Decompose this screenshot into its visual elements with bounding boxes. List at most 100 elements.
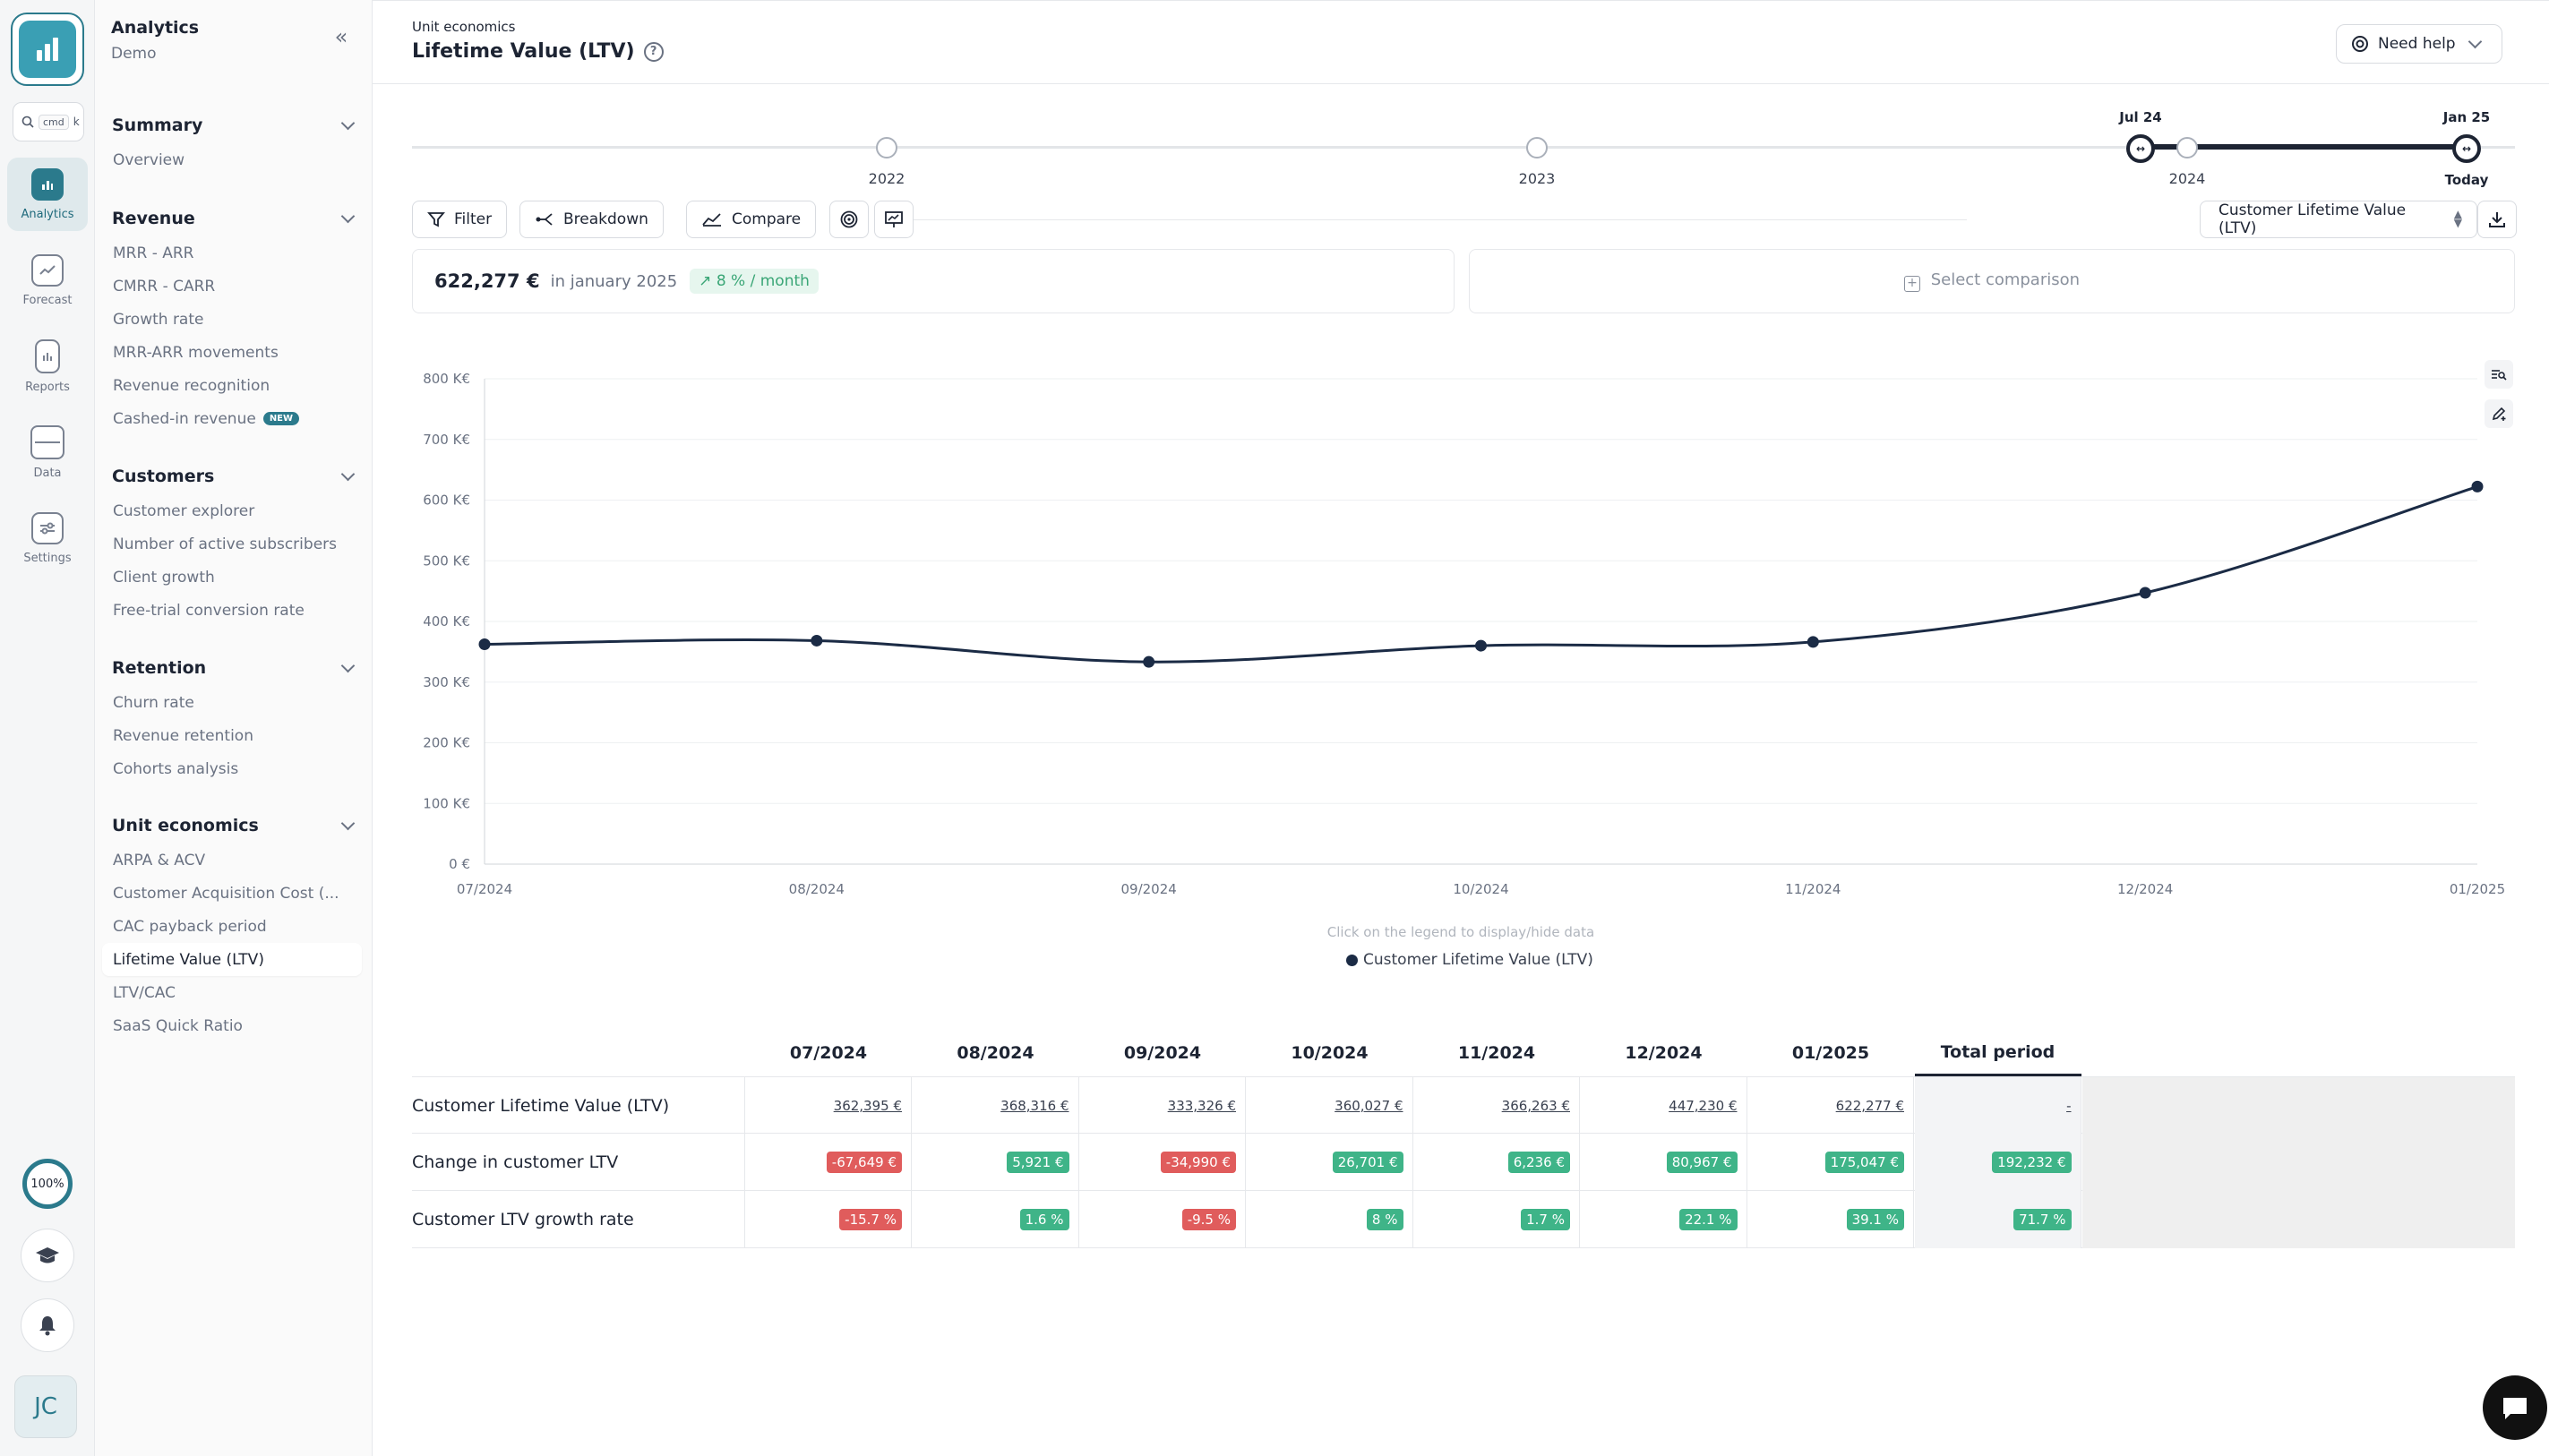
nav-item-mrr-arr-movements[interactable]: MRR-ARR movements bbox=[113, 343, 279, 362]
row-label: Change in customer LTV bbox=[412, 1134, 745, 1191]
nav-item-customer-explorer[interactable]: Customer explorer bbox=[113, 501, 255, 520]
academy-button[interactable] bbox=[21, 1229, 74, 1282]
goal-target-button[interactable] bbox=[829, 201, 869, 238]
value-pill: 1.6 % bbox=[1019, 1209, 1069, 1230]
download-button[interactable] bbox=[2477, 201, 2517, 238]
column-header[interactable]: 10/2024 bbox=[1291, 1043, 1369, 1063]
annotate-pencil-icon[interactable] bbox=[2485, 399, 2513, 428]
range-end-handle-icon[interactable]: ↔ bbox=[2452, 134, 2481, 163]
user-avatar[interactable]: JC bbox=[14, 1375, 77, 1438]
column-header[interactable]: 09/2024 bbox=[1123, 1043, 1202, 1063]
section-header-retention[interactable]: Retention bbox=[95, 650, 373, 686]
compare-button[interactable]: Compare bbox=[686, 201, 817, 238]
y-tick-label: 300 K€ bbox=[423, 674, 470, 690]
breakdown-button[interactable]: Breakdown bbox=[519, 201, 664, 238]
rail-item-data[interactable]: Data bbox=[7, 415, 88, 489]
column-header[interactable]: Total period bbox=[1914, 1030, 2081, 1076]
table-cell: 80,967 € bbox=[1581, 1134, 1747, 1191]
range-start-handle-icon[interactable]: ↔ bbox=[2126, 134, 2155, 163]
nav-item-cmrr-carr[interactable]: CMRR - CARR bbox=[113, 277, 216, 295]
nav-item-arpa-acv[interactable]: ARPA & ACV bbox=[113, 851, 206, 869]
lifebuoy-icon bbox=[2352, 36, 2368, 52]
section-header-unit-economics[interactable]: Unit economics bbox=[95, 808, 373, 844]
column-header[interactable]: 07/2024 bbox=[789, 1043, 868, 1063]
collapse-sidebar-icon[interactable]: « bbox=[334, 24, 348, 49]
table-cell[interactable]: 333,326 € bbox=[1079, 1077, 1246, 1135]
data-icon bbox=[30, 424, 64, 459]
column-header[interactable]: 01/2025 bbox=[1791, 1043, 1870, 1063]
nav-section-customers: Customers Customer explorer Number of ac… bbox=[95, 458, 373, 627]
column-header[interactable]: 11/2024 bbox=[1457, 1043, 1536, 1063]
bell-icon bbox=[39, 1316, 56, 1336]
need-help-button[interactable]: Need help bbox=[2336, 24, 2502, 64]
row-label: Customer Lifetime Value (LTV) bbox=[412, 1077, 745, 1135]
nav-item-client-growth[interactable]: Client growth bbox=[113, 568, 215, 587]
table-filler bbox=[2082, 1077, 2515, 1135]
nav-item-revenue-recognition[interactable]: Revenue recognition bbox=[113, 376, 270, 395]
rail-label-reports: Reports bbox=[25, 380, 70, 394]
breadcrumb[interactable]: Unit economics bbox=[412, 19, 516, 35]
nav-item-cohorts-analysis[interactable]: Cohorts analysis bbox=[113, 759, 239, 778]
presentation-button[interactable] bbox=[874, 201, 914, 238]
timeline-marker-2023[interactable] bbox=[1526, 137, 1548, 158]
timeline-marker-2024[interactable] bbox=[2176, 137, 2198, 158]
nav-item-free-trial-conversion[interactable]: Free-trial conversion rate bbox=[113, 601, 305, 620]
rail-item-settings[interactable]: Settings bbox=[7, 501, 88, 575]
nav-item-active-subscribers[interactable]: Number of active subscribers bbox=[113, 535, 337, 553]
select-comparison-label: Select comparison bbox=[1930, 270, 2081, 289]
app-logo[interactable] bbox=[11, 13, 84, 86]
section-header-revenue[interactable]: Revenue bbox=[95, 201, 373, 236]
table-row: Customer LTV growth rate -15.7 % 1.6 % -9.5… bbox=[412, 1191, 2515, 1248]
value-pill: -34,990 € bbox=[1160, 1152, 1236, 1173]
value-pill: 5,921 € bbox=[1007, 1152, 1069, 1173]
section-header-customers[interactable]: Customers bbox=[95, 458, 373, 494]
nav-item-revenue-retention[interactable]: Revenue retention bbox=[113, 726, 253, 745]
nav-item-ltv[interactable]: Lifetime Value (LTV) bbox=[102, 943, 362, 976]
table-cell[interactable]: 622,277 € bbox=[1747, 1077, 1914, 1135]
y-tick-label: 600 K€ bbox=[423, 492, 470, 509]
table-cell[interactable]: 362,395 € bbox=[745, 1077, 912, 1135]
table-cell: 8 % bbox=[1247, 1191, 1413, 1248]
nav-item-cac-payback[interactable]: CAC payback period bbox=[113, 917, 267, 936]
date-range-timeline[interactable]: 2022 2023 2024 Jul 24 ↔ Jan 25 ↔ Today bbox=[412, 106, 2515, 195]
table-cell[interactable]: 360,027 € bbox=[1247, 1077, 1413, 1135]
column-header[interactable]: 08/2024 bbox=[957, 1043, 1034, 1063]
range-end-sublabel: Today bbox=[2444, 172, 2489, 188]
chat-support-button[interactable] bbox=[2483, 1375, 2547, 1440]
ltv-line-chart: 0 € 100 K€ 200 K€ 300 K€ 400 K€ 500 K€ 600 K€ 7… bbox=[373, 349, 2549, 976]
nav-section-unit-economics: Unit economics ARPA & ACV Customer Acqui… bbox=[95, 808, 373, 1042]
nav-item-mrr-arr[interactable]: MRR - ARR bbox=[113, 244, 194, 262]
metric-select[interactable]: Customer Lifetime Value (LTV) ▲ ▼ bbox=[2200, 201, 2477, 238]
column-header[interactable]: 12/2024 bbox=[1625, 1043, 1703, 1063]
table-cell[interactable]: 368,316 € bbox=[913, 1077, 1079, 1135]
nav-item-cashed-in-revenue[interactable]: Cashed-in revenue NEW bbox=[102, 402, 362, 435]
table-cell[interactable]: 366,263 € bbox=[1413, 1077, 1580, 1135]
table-cell[interactable]: - bbox=[1914, 1077, 2081, 1135]
download-icon bbox=[2489, 212, 2505, 227]
select-comparison-card[interactable]: + Select comparison bbox=[1469, 249, 2515, 313]
table-cell[interactable]: 447,230 € bbox=[1581, 1077, 1747, 1135]
nav-item-ltv-cac[interactable]: LTV/CAC bbox=[113, 983, 176, 1002]
rail-item-forecast[interactable]: Forecast bbox=[7, 244, 88, 317]
question-icon[interactable]: ? bbox=[643, 41, 664, 62]
onboarding-progress[interactable]: 100% bbox=[21, 1157, 74, 1211]
table-cell: 26,701 € bbox=[1247, 1134, 1413, 1191]
section-header-summary[interactable]: Summary bbox=[95, 107, 373, 143]
nav-item-growth-rate[interactable]: Growth rate bbox=[113, 310, 204, 329]
rail-item-reports[interactable]: Reports bbox=[7, 330, 88, 403]
notifications-button[interactable] bbox=[21, 1298, 74, 1352]
global-search-button[interactable]: cmd k bbox=[13, 102, 84, 141]
nav-item-cac[interactable]: Customer Acquisition Cost (... bbox=[113, 884, 339, 903]
nav-item-saas-quick-ratio[interactable]: SaaS Quick Ratio bbox=[113, 1016, 243, 1035]
updown-chevron-icon: ▲ ▼ bbox=[2453, 208, 2462, 229]
nav-item-churn-rate[interactable]: Churn rate bbox=[113, 693, 194, 712]
timeline-marker-2022[interactable] bbox=[876, 137, 897, 158]
filter-button[interactable]: Filter bbox=[412, 201, 508, 238]
select-comparison[interactable]: + Select comparison bbox=[1470, 270, 2514, 292]
nav-item-overview[interactable]: Overview bbox=[113, 150, 185, 169]
legend-item-ltv[interactable]: Customer Lifetime Value (LTV) bbox=[1346, 951, 1593, 969]
zoom-chart-icon[interactable] bbox=[2485, 360, 2513, 389]
table-cell: 5,921 € bbox=[913, 1134, 1079, 1191]
rail-item-analytics[interactable]: Analytics bbox=[7, 158, 88, 231]
